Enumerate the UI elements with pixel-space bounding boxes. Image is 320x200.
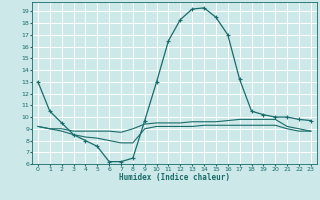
X-axis label: Humidex (Indice chaleur): Humidex (Indice chaleur) <box>119 173 230 182</box>
